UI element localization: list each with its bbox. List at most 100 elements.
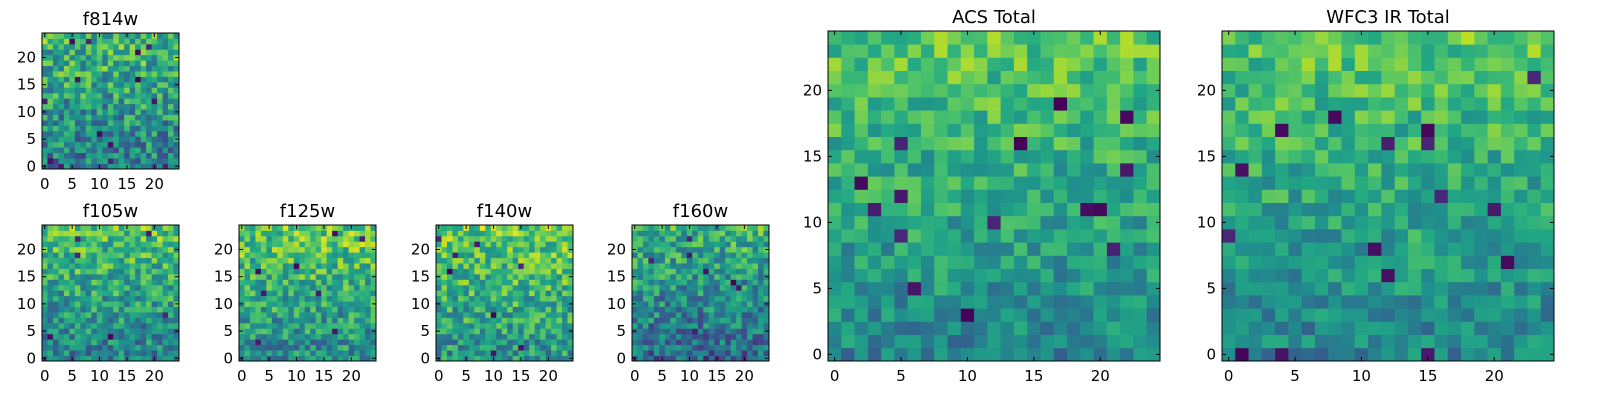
heatmap-cell	[648, 322, 655, 329]
heatmap-cell	[730, 252, 737, 259]
heatmap-cell	[124, 109, 131, 115]
x-tick-label: 10	[1352, 367, 1371, 385]
heatmap-cell	[1040, 136, 1055, 151]
heatmap-cell	[173, 339, 180, 346]
heatmap-cell	[146, 317, 152, 324]
heatmap-cell	[146, 284, 152, 291]
heatmap-cell	[540, 273, 546, 280]
heatmap-cell	[763, 312, 770, 318]
heatmap-cell	[151, 136, 158, 143]
heatmap-cell	[907, 295, 922, 309]
heatmap-cell	[354, 295, 360, 302]
heatmap-cell	[91, 65, 98, 72]
heatmap-cell	[1421, 176, 1435, 190]
heatmap-cell	[1248, 44, 1263, 58]
heatmap-cell	[332, 284, 339, 291]
heatmap-cell	[551, 301, 557, 307]
heatmap-cell	[490, 350, 497, 356]
heatmap-cell	[304, 350, 311, 356]
heatmap-cell	[518, 328, 525, 335]
heatmap-cell	[463, 246, 470, 253]
heatmap-cell	[157, 163, 163, 170]
heatmap-cell	[69, 103, 76, 110]
heatmap-cell	[113, 81, 120, 88]
heatmap-cell	[653, 350, 660, 356]
heatmap-cell	[354, 225, 360, 231]
heatmap-cell	[523, 344, 530, 351]
heatmap-cell	[659, 263, 666, 269]
heatmap-cell	[675, 252, 682, 259]
heatmap-cell	[129, 136, 136, 143]
heatmap-cell	[354, 339, 360, 346]
heatmap-cell	[135, 33, 142, 39]
heatmap-cell	[299, 322, 306, 329]
heatmap-cell	[664, 350, 671, 356]
heatmap-cell	[474, 284, 481, 291]
heatmap-cell	[52, 60, 59, 67]
heatmap-cell	[446, 241, 453, 248]
heatmap-cell	[348, 235, 355, 242]
x-tick-label: 10	[484, 367, 503, 385]
heatmap-cell	[260, 252, 267, 259]
heatmap-cell	[288, 225, 295, 231]
heatmap-cell	[758, 312, 764, 318]
heatmap-cell	[692, 328, 699, 335]
heatmap-cell	[1368, 281, 1382, 296]
heatmap-cell	[80, 54, 87, 61]
heatmap-cell	[881, 31, 895, 45]
heatmap-cell	[463, 295, 470, 302]
heatmap-cell	[91, 328, 98, 335]
heatmap-cell	[1235, 189, 1249, 203]
heatmap-cell	[1527, 255, 1542, 269]
heatmap-cell	[63, 87, 70, 94]
heatmap-cell	[632, 257, 638, 264]
heatmap-cell	[947, 321, 962, 335]
heatmap-cell	[841, 44, 855, 58]
heatmap-cell	[1080, 255, 1094, 269]
heatmap-cell	[556, 301, 563, 307]
heatmap-cell	[47, 109, 54, 115]
heatmap-cell	[719, 241, 726, 248]
heatmap-cell	[1394, 321, 1409, 335]
heatmap-cell	[173, 130, 180, 137]
heatmap-cell	[304, 263, 311, 269]
heatmap-cell	[1421, 255, 1435, 269]
heatmap-cell	[507, 284, 514, 291]
heatmap-cell	[562, 322, 568, 329]
heatmap-cell	[747, 350, 753, 356]
heatmap-cell	[52, 268, 59, 275]
heatmap-cell	[1447, 215, 1462, 230]
heatmap-cell	[714, 246, 721, 253]
heatmap-cell	[365, 350, 371, 356]
heatmap-cell	[282, 317, 289, 324]
heatmap-cell	[1261, 347, 1276, 362]
heatmap-cell	[63, 81, 70, 88]
heatmap-cell	[446, 263, 453, 269]
heatmap-cell	[1275, 229, 1289, 243]
heatmap-cell	[1500, 308, 1515, 322]
heatmap-cell	[118, 257, 125, 264]
heatmap-cell	[326, 355, 333, 362]
heatmap-cell	[135, 43, 142, 50]
heatmap-cell	[113, 355, 120, 362]
heatmap-cell	[452, 322, 459, 329]
heatmap-cell	[1133, 268, 1148, 283]
heatmap-cell	[47, 333, 54, 340]
heatmap-cell	[545, 295, 552, 302]
heatmap-cell	[107, 43, 114, 50]
heatmap-cell	[135, 114, 142, 121]
heatmap-cell	[920, 215, 935, 230]
heatmap-cell	[244, 306, 251, 313]
heatmap-cell	[463, 339, 470, 346]
heatmap-cell	[551, 273, 557, 280]
heatmap-cell	[468, 263, 475, 269]
heatmap-cell	[1341, 308, 1356, 322]
heatmap-cell	[63, 284, 70, 291]
heatmap-cell	[1314, 163, 1329, 177]
heatmap-cell	[282, 273, 289, 280]
heatmap-cell	[102, 103, 109, 110]
heatmap-cell	[266, 284, 273, 291]
heatmap-cell	[452, 306, 459, 313]
heatmap-cell	[162, 120, 169, 126]
heatmap-cell	[920, 347, 935, 362]
